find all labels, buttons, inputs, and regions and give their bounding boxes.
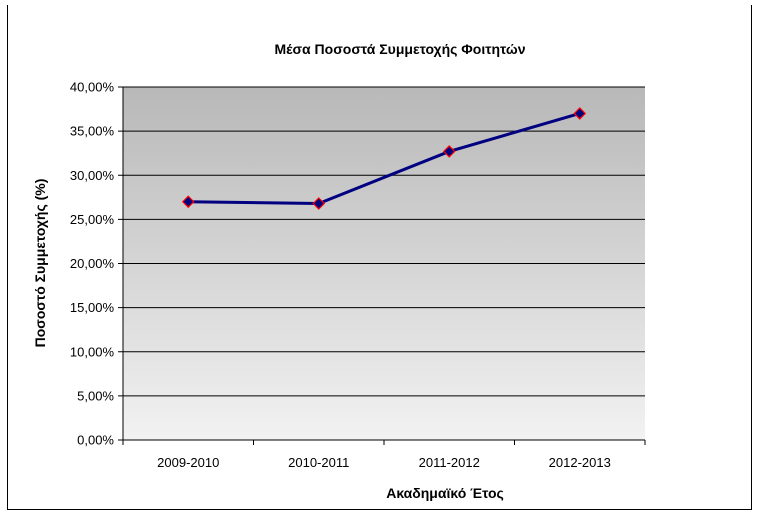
x-axis-label: Ακαδημαϊκό Έτος [386,485,504,501]
chart-title: Μέσα Ποσοστά Συμμετοχής Φοιτητών [275,41,526,57]
data-point-marker [573,107,587,120]
y-tick-label: 20,00% [70,256,115,271]
data-point-marker [312,197,326,210]
y-tick-labels: 0,00% 5,00% 10,00% 15,00% 20,00% 25,00% 30,00%… [70,80,115,448]
y-tick-label: 25,00% [70,212,115,227]
x-tick-label: 2011-2012 [419,455,480,470]
chart-frame [7,5,752,510]
data-point-marker [181,195,195,209]
axes [118,86,646,445]
y-tick-label: 35,00% [70,124,115,139]
y-tick-label: 30,00% [70,168,115,183]
x-tick-labels: 2009-2010 2010-2011 2011-2012 2012-2013 [157,455,611,470]
x-tick-label: 2010-2011 [288,455,349,470]
y-tick-label: 10,00% [70,344,115,359]
y-tick-label: 5,00% [77,388,114,403]
series-line [188,112,581,205]
y-tick-label: 40,00% [70,80,115,95]
y-tick-label: 0,00% [77,433,114,448]
series-layer [181,107,587,210]
y-axis-label: Ποσοστό Συμμετοχής (%) [32,179,48,348]
x-tick-label: 2009-2010 [157,455,219,470]
y-tick-label: 15,00% [70,300,115,315]
data-point-marker [442,145,456,158]
x-tick-label: 2012-2013 [549,455,611,470]
gridlines [123,86,645,397]
